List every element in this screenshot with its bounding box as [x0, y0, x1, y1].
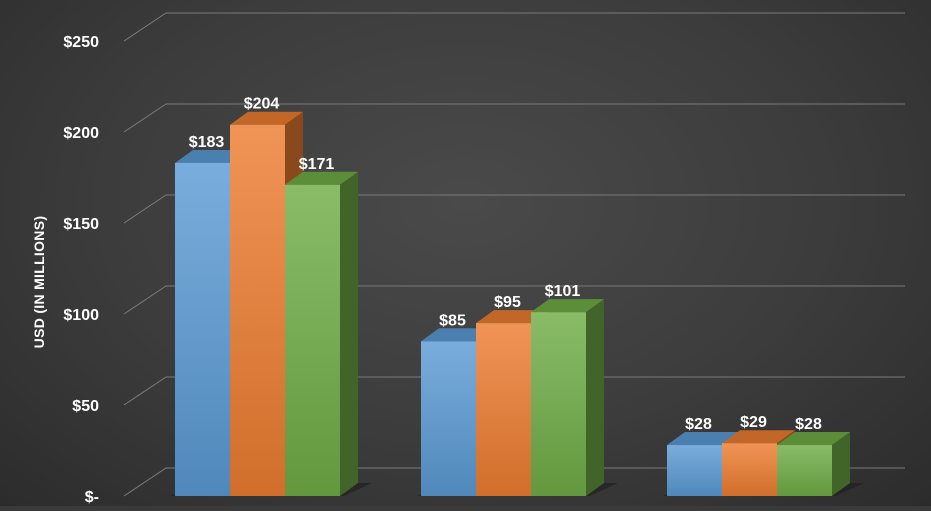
bar-top-face — [476, 310, 549, 324]
gridline-200 — [123, 103, 905, 133]
data-label: $28 — [685, 416, 712, 433]
bar-front-face — [777, 445, 832, 496]
bar-top-face — [667, 432, 740, 446]
bar-side-face — [832, 432, 850, 496]
data-label: $204 — [244, 96, 280, 113]
bar-front-face — [531, 312, 586, 496]
bar-front-face — [175, 162, 230, 496]
bar-top-face — [777, 432, 850, 446]
bar-top-face — [531, 299, 604, 313]
gridline-250 — [123, 12, 905, 42]
data-label: $95 — [494, 294, 521, 311]
y-tick-label: $- — [85, 489, 99, 506]
bar-front-face — [285, 184, 340, 496]
gridlines — [123, 12, 905, 497]
bar-top-face — [285, 171, 358, 185]
y-axis-ticks: $- $50 $100 $150 $200 $250 — [63, 34, 99, 506]
gridline-150 — [123, 194, 905, 224]
bar-front-face — [722, 443, 777, 496]
bar-front-face — [230, 124, 285, 496]
data-labels: $183 $204 $171 $85 $95 $101 $28 $29 $28 — [189, 96, 822, 433]
bar-side-face — [340, 171, 358, 496]
gridline-50 — [123, 376, 905, 406]
bar-top-face — [175, 149, 248, 163]
y-tick-label: $150 — [63, 216, 99, 233]
data-label: $28 — [795, 416, 822, 433]
y-tick-label: $100 — [63, 307, 99, 324]
bar-front-face — [476, 323, 531, 496]
bar-top-face — [230, 111, 303, 125]
y-tick-label: $200 — [63, 125, 99, 142]
data-label: $29 — [740, 414, 767, 431]
data-label: $171 — [299, 156, 335, 173]
y-tick-label: $50 — [72, 398, 99, 415]
data-label: $101 — [545, 283, 581, 300]
bar-top-face — [421, 328, 494, 342]
bar-front-face — [421, 341, 476, 496]
bar-side-face — [586, 299, 604, 496]
bar — [285, 171, 358, 496]
bar-top-face — [722, 430, 795, 444]
y-axis-title: USD (IN MILLIONS) — [31, 216, 47, 349]
data-label: $85 — [439, 312, 466, 329]
gridline-0 — [123, 467, 905, 497]
data-label: $183 — [189, 134, 225, 151]
bar-front-face — [667, 445, 722, 496]
bar — [531, 299, 604, 496]
gridline-100 — [123, 285, 905, 315]
bar — [777, 432, 850, 496]
y-tick-label: $250 — [63, 34, 99, 51]
bars — [171, 111, 864, 496]
